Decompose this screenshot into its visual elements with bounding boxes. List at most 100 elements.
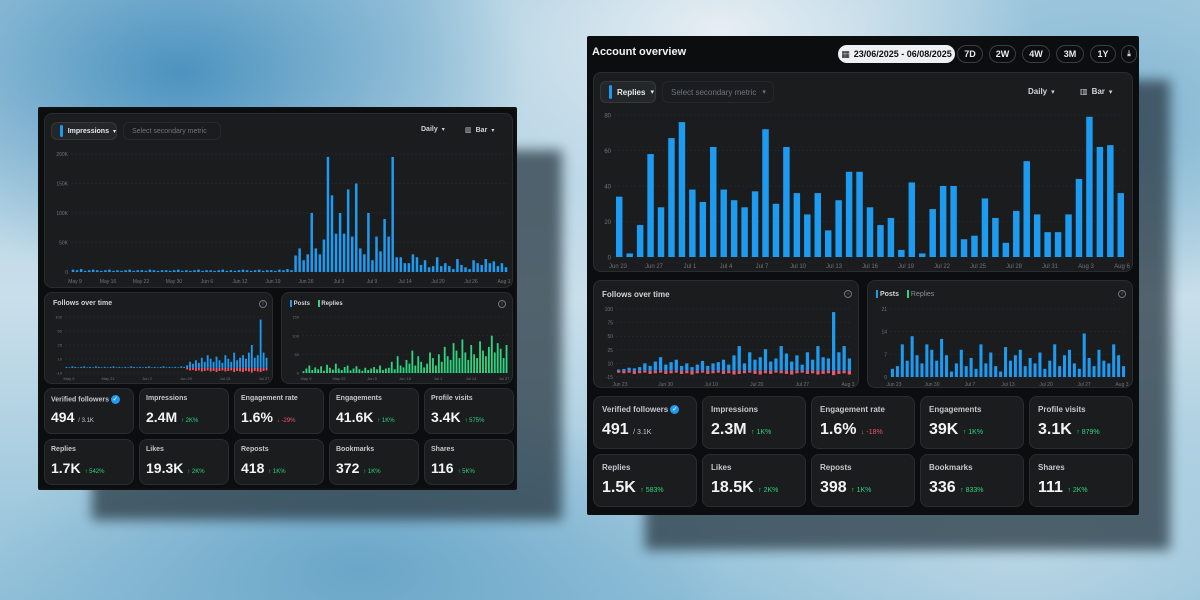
bar-mark[interactable] bbox=[391, 156, 394, 272]
negative-bar-mark[interactable] bbox=[690, 370, 694, 375]
bar-mark[interactable] bbox=[837, 352, 841, 371]
metric-card-engagements[interactable]: Engagements 39K ↑ 1K% bbox=[920, 396, 1024, 449]
negative-bar-mark[interactable] bbox=[795, 370, 799, 374]
bar-mark[interactable] bbox=[68, 367, 71, 368]
bar-mark[interactable] bbox=[253, 270, 257, 272]
bar-mark[interactable] bbox=[431, 266, 435, 272]
negative-bar-mark[interactable] bbox=[748, 370, 752, 373]
bar-mark[interactable] bbox=[1087, 357, 1091, 377]
bar-mark[interactable] bbox=[1092, 366, 1096, 377]
bar-mark[interactable] bbox=[615, 196, 623, 257]
bar-mark[interactable] bbox=[979, 344, 983, 377]
negative-bar-mark[interactable] bbox=[245, 367, 247, 371]
bar-mark[interactable] bbox=[616, 369, 621, 371]
bar-mark[interactable] bbox=[282, 270, 285, 272]
bar-mark[interactable] bbox=[674, 359, 678, 371]
negative-bar-mark[interactable] bbox=[721, 370, 726, 374]
bar-mark[interactable] bbox=[496, 266, 500, 272]
bar-mark[interactable] bbox=[186, 365, 189, 368]
bar-mark[interactable] bbox=[1002, 242, 1010, 257]
bar-mark[interactable] bbox=[118, 366, 121, 368]
bar-mark[interactable] bbox=[136, 367, 138, 368]
bar-mark[interactable] bbox=[168, 366, 171, 368]
bar-mark[interactable] bbox=[144, 270, 148, 272]
bar-mark[interactable] bbox=[898, 249, 905, 257]
bar-mark[interactable] bbox=[1107, 145, 1114, 257]
bar-mark[interactable] bbox=[306, 254, 309, 272]
bar-mark[interactable] bbox=[1018, 349, 1022, 377]
bar-mark[interactable] bbox=[637, 367, 642, 371]
bar-mark[interactable] bbox=[411, 350, 414, 373]
bar-mark[interactable] bbox=[784, 353, 789, 371]
bar-mark[interactable] bbox=[230, 361, 233, 368]
bar-mark[interactable] bbox=[762, 129, 769, 257]
bar-mark[interactable] bbox=[626, 253, 633, 257]
bar-mark[interactable] bbox=[189, 361, 191, 368]
bar-mark[interactable] bbox=[464, 267, 467, 272]
bar-mark[interactable] bbox=[338, 213, 342, 272]
bar-mark[interactable] bbox=[86, 367, 88, 368]
bar-mark[interactable] bbox=[302, 371, 305, 373]
bar-mark[interactable] bbox=[298, 248, 301, 272]
bar-mark[interactable] bbox=[964, 366, 968, 377]
bar-mark[interactable] bbox=[935, 360, 939, 377]
bar-mark[interactable] bbox=[699, 201, 707, 257]
negative-bar-mark[interactable] bbox=[685, 370, 689, 374]
bar-mark[interactable] bbox=[669, 362, 673, 371]
negative-bar-mark[interactable] bbox=[186, 367, 189, 370]
bar-mark[interactable] bbox=[197, 269, 200, 272]
bar-mark[interactable] bbox=[832, 312, 836, 371]
negative-bar-mark[interactable] bbox=[790, 370, 794, 375]
negative-bar-mark[interactable] bbox=[758, 370, 762, 375]
bar-mark[interactable] bbox=[349, 370, 352, 373]
bar-mark[interactable] bbox=[382, 370, 384, 373]
bar-mark[interactable] bbox=[218, 360, 221, 368]
bar-mark[interactable] bbox=[1102, 360, 1106, 377]
negative-bar-mark[interactable] bbox=[742, 370, 747, 374]
bar-mark[interactable] bbox=[668, 138, 675, 257]
bar-mark[interactable] bbox=[106, 367, 109, 368]
range-1y-button[interactable]: 1Y bbox=[1090, 45, 1116, 63]
bar-mark[interactable] bbox=[71, 366, 74, 368]
bar-mark[interactable] bbox=[748, 352, 752, 371]
bar-mark[interactable] bbox=[751, 191, 759, 257]
bar-mark[interactable] bbox=[763, 349, 768, 371]
bar-mark[interactable] bbox=[140, 270, 144, 272]
bar-mark[interactable] bbox=[824, 230, 832, 257]
bar-mark[interactable] bbox=[399, 365, 402, 373]
bar-mark[interactable] bbox=[168, 270, 172, 272]
bar-mark[interactable] bbox=[814, 193, 821, 257]
bar-mark[interactable] bbox=[727, 364, 731, 371]
metric-card-engagement-rate[interactable]: Engagement rate 1.6% ↓ -29% bbox=[234, 388, 324, 434]
negative-bar-mark[interactable] bbox=[753, 370, 757, 374]
metric-card-profile-visits[interactable]: Profile visits 3.1K ↑ 879% bbox=[1029, 396, 1133, 449]
negative-bar-mark[interactable] bbox=[192, 367, 194, 370]
bar-mark[interactable] bbox=[485, 356, 487, 373]
bar-mark[interactable] bbox=[461, 339, 464, 373]
bar-mark[interactable] bbox=[949, 371, 953, 377]
bar-mark[interactable] bbox=[1086, 116, 1093, 258]
bar-mark[interactable] bbox=[467, 359, 470, 373]
metric-card-bookmarks[interactable]: Bookmarks 336 ↑ 833% bbox=[920, 454, 1024, 507]
bar-mark[interactable] bbox=[121, 367, 124, 368]
bar-mark[interactable] bbox=[305, 368, 308, 373]
negative-bar-mark[interactable] bbox=[209, 367, 212, 372]
bar-mark[interactable] bbox=[358, 369, 361, 373]
bar-mark[interactable] bbox=[330, 195, 334, 272]
bar-mark[interactable] bbox=[505, 345, 508, 373]
bar-mark[interactable] bbox=[390, 361, 393, 373]
bar-mark[interactable] bbox=[411, 254, 415, 272]
bar-mark[interactable] bbox=[87, 270, 91, 272]
bar-mark[interactable] bbox=[960, 239, 968, 257]
bar-mark[interactable] bbox=[112, 366, 115, 368]
bar-mark[interactable] bbox=[142, 367, 144, 368]
negative-bar-mark[interactable] bbox=[658, 370, 663, 373]
bar-mark[interactable] bbox=[929, 209, 936, 257]
bar-mark[interactable] bbox=[1117, 355, 1121, 377]
bar-mark[interactable] bbox=[479, 341, 481, 373]
bar-mark[interactable] bbox=[227, 358, 230, 368]
bar-mark[interactable] bbox=[689, 189, 696, 257]
bar-mark[interactable] bbox=[456, 259, 459, 272]
bar-mark[interactable] bbox=[104, 270, 107, 272]
left-interval-dropdown[interactable]: Daily ▾ bbox=[421, 126, 445, 133]
